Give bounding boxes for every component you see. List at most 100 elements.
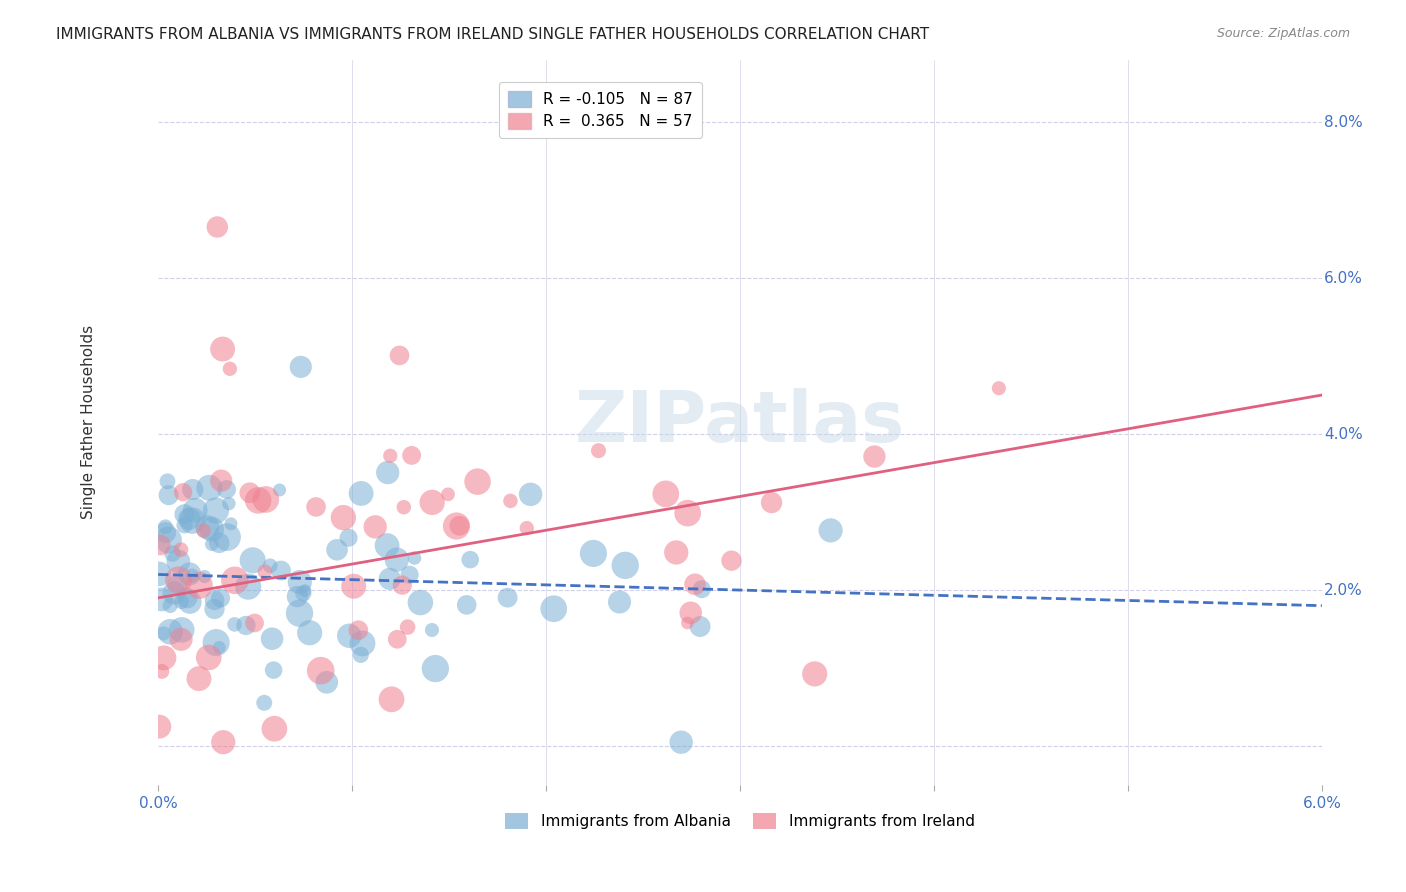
Point xyxy=(150,592,173,607)
Point xyxy=(173,518,195,533)
Point xyxy=(720,554,742,568)
Point xyxy=(172,485,194,500)
Point xyxy=(200,522,222,536)
Point xyxy=(208,640,231,655)
Point xyxy=(437,487,460,501)
Point xyxy=(163,586,186,600)
Point xyxy=(224,574,246,588)
Point xyxy=(215,483,238,497)
Point xyxy=(243,615,266,630)
Point xyxy=(396,620,419,634)
Point xyxy=(409,596,432,610)
Point xyxy=(181,483,204,497)
Point xyxy=(398,567,420,582)
Point xyxy=(197,650,219,665)
Point xyxy=(987,381,1010,395)
Point xyxy=(219,361,242,376)
Point xyxy=(343,579,366,593)
Point xyxy=(215,530,238,544)
Point xyxy=(315,675,337,690)
Point xyxy=(582,546,605,560)
Point xyxy=(205,635,228,649)
Point xyxy=(332,510,354,524)
Point xyxy=(262,632,284,646)
Point xyxy=(239,485,262,500)
Text: Source: ZipAtlas.com: Source: ZipAtlas.com xyxy=(1216,27,1350,40)
Point xyxy=(157,488,180,502)
Point xyxy=(179,512,201,526)
Point xyxy=(166,578,188,592)
Point xyxy=(218,497,240,511)
Point xyxy=(170,594,193,608)
Text: 8.0%: 8.0% xyxy=(1324,114,1362,129)
Point xyxy=(212,735,235,749)
Point xyxy=(253,565,276,579)
Point xyxy=(170,623,193,637)
Point xyxy=(155,519,177,533)
Point xyxy=(179,595,201,609)
Point xyxy=(676,615,699,630)
Point xyxy=(863,450,886,464)
Point xyxy=(176,591,198,605)
Point xyxy=(543,601,565,615)
Point xyxy=(380,692,402,706)
Text: Single Father Households: Single Father Households xyxy=(82,326,96,519)
Text: 4.0%: 4.0% xyxy=(1324,426,1362,442)
Text: 2.0%: 2.0% xyxy=(1324,582,1362,598)
Point xyxy=(170,632,193,647)
Point xyxy=(156,475,179,489)
Point xyxy=(159,624,181,639)
Point xyxy=(761,495,783,509)
Point xyxy=(157,533,180,547)
Point xyxy=(467,475,489,489)
Point xyxy=(380,449,402,463)
Point xyxy=(496,591,519,605)
Point xyxy=(167,573,190,587)
Point xyxy=(149,538,172,552)
Point xyxy=(292,586,315,600)
Point xyxy=(211,342,233,356)
Point xyxy=(253,696,276,710)
Point xyxy=(153,651,176,665)
Point xyxy=(238,580,260,594)
Point xyxy=(588,443,610,458)
Point xyxy=(401,449,423,463)
Point xyxy=(388,348,411,362)
Point xyxy=(803,666,825,681)
Point xyxy=(690,582,713,597)
Point xyxy=(364,520,387,534)
Point xyxy=(247,493,270,508)
Point xyxy=(404,551,426,566)
Point xyxy=(820,524,842,538)
Point xyxy=(683,577,706,591)
Point xyxy=(326,542,349,557)
Legend: Immigrants from Albania, Immigrants from Ireland: Immigrants from Albania, Immigrants from… xyxy=(499,807,981,836)
Point xyxy=(167,554,190,568)
Point xyxy=(170,542,193,557)
Point xyxy=(209,474,232,488)
Point xyxy=(425,662,447,676)
Point xyxy=(193,524,215,538)
Point xyxy=(288,575,311,590)
Point xyxy=(148,566,170,581)
Point xyxy=(242,553,264,567)
Point xyxy=(350,486,373,500)
Point xyxy=(207,219,229,234)
Point xyxy=(679,606,702,620)
Point xyxy=(288,606,311,620)
Point xyxy=(209,591,232,605)
Point xyxy=(392,500,415,515)
Text: IMMIGRANTS FROM ALBANIA VS IMMIGRANTS FROM IRELAND SINGLE FATHER HOUSEHOLDS CORR: IMMIGRANTS FROM ALBANIA VS IMMIGRANTS FR… xyxy=(56,27,929,42)
Point xyxy=(194,569,217,583)
Point xyxy=(235,618,257,632)
Point xyxy=(155,525,177,540)
Point xyxy=(458,552,481,566)
Point xyxy=(259,558,281,573)
Point xyxy=(184,503,207,517)
Point xyxy=(446,519,468,533)
Point xyxy=(263,722,285,736)
Text: ZIPatlas: ZIPatlas xyxy=(575,388,905,457)
Point xyxy=(294,583,316,598)
Point xyxy=(195,520,218,534)
Point xyxy=(350,648,373,662)
